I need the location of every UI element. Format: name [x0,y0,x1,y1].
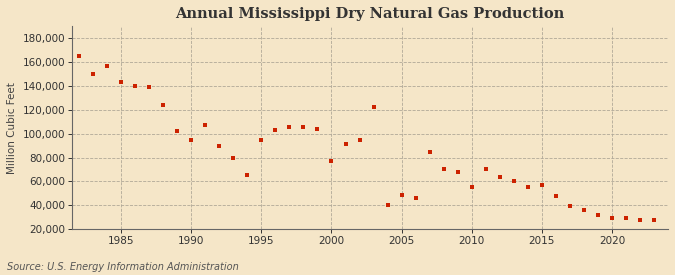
Point [494,174,505,179]
Point [508,179,519,184]
Point [200,123,211,128]
Point [578,208,589,212]
Point [214,143,225,148]
Point [649,217,659,222]
Point [158,103,169,107]
Point [551,194,562,198]
Point [382,203,393,207]
Point [284,124,295,129]
Point [452,170,463,174]
Text: Source: U.S. Energy Information Administration: Source: U.S. Energy Information Administ… [7,262,238,272]
Point [634,217,645,222]
Point [312,127,323,131]
Point [396,192,407,197]
Point [593,213,603,217]
Point [298,124,309,129]
Point [74,54,84,58]
Point [537,183,547,187]
Point [186,138,196,142]
Point [326,159,337,163]
Point [410,196,421,200]
Point [130,84,140,88]
Point [172,129,183,133]
Point [340,142,351,147]
Point [228,155,239,160]
Point [368,105,379,110]
Point [481,167,491,172]
Point [564,204,575,209]
Point [88,72,99,76]
Point [607,216,618,221]
Y-axis label: Million Cubic Feet: Million Cubic Feet [7,82,17,174]
Point [144,85,155,89]
Title: Annual Mississippi Dry Natural Gas Production: Annual Mississippi Dry Natural Gas Produ… [176,7,565,21]
Point [270,128,281,132]
Point [242,173,252,178]
Point [438,167,449,172]
Point [354,138,365,142]
Point [522,185,533,189]
Point [620,216,631,221]
Point [256,138,267,142]
Point [425,149,435,154]
Point [102,64,113,68]
Point [466,185,477,189]
Point [115,80,126,84]
